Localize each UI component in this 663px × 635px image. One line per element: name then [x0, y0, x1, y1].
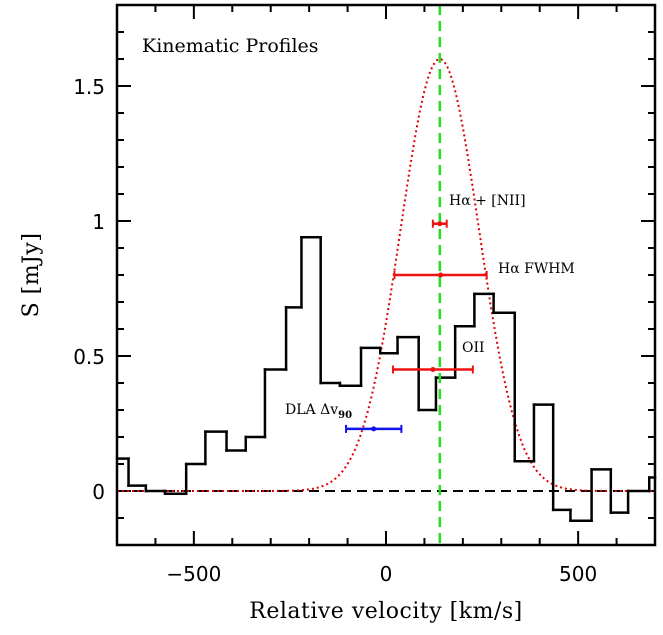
- y-tick-label: 1.5: [73, 75, 105, 99]
- annotation: Kinematic Profiles: [142, 35, 319, 57]
- error-center: [430, 367, 436, 372]
- x-tick-label: −500: [166, 562, 221, 586]
- x-tick-label: 0: [380, 562, 393, 586]
- x-tick-label: 500: [559, 562, 597, 586]
- error-bar-label: DLA Δv90: [285, 402, 352, 421]
- y-tick-label: 1: [92, 210, 105, 234]
- error-bar-label: Hα FWHM: [498, 261, 575, 277]
- x-axis-label: Relative velocity [km/s]: [249, 599, 522, 624]
- label-text: DLA Δv: [285, 402, 338, 418]
- plot-frame: [115, 3, 657, 547]
- error-center: [437, 221, 443, 227]
- error-center: [438, 272, 444, 278]
- label-text: OII: [462, 340, 485, 356]
- label-subscript: 90: [338, 410, 352, 421]
- y-tick-label: 0.5: [73, 345, 105, 369]
- label-text: Hα + [NII]: [449, 193, 526, 209]
- gaussian-curve: [117, 57, 655, 492]
- error-bar-label: OII: [462, 340, 485, 356]
- error-center: [371, 426, 377, 432]
- y-tick-label: 0: [92, 480, 105, 504]
- label-text: Hα FWHM: [498, 261, 575, 277]
- y-axis-label: S [mJy]: [19, 233, 44, 318]
- error-bar-label: Hα + [NII]: [449, 193, 526, 209]
